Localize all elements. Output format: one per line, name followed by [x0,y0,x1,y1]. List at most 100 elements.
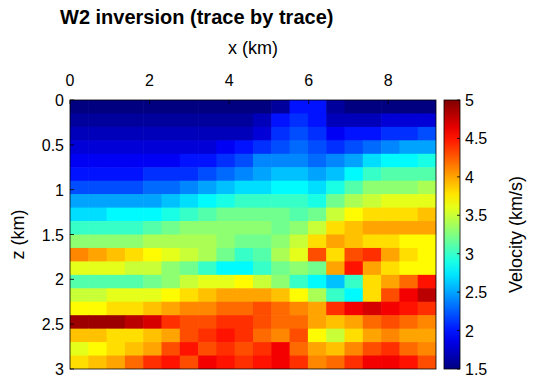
cell [216,288,235,302]
cell [290,356,309,369]
cell [345,288,364,302]
cell [70,194,89,208]
cell [363,329,382,343]
cell [381,154,400,168]
cell [180,248,199,262]
cell [345,329,364,343]
cell [253,167,272,181]
cell [308,315,327,329]
cell [162,127,181,141]
cell [363,342,382,356]
cell [125,208,144,222]
cell [418,167,436,181]
cell [143,329,162,343]
cell [162,288,181,302]
cell [198,342,217,356]
cell [107,221,126,235]
cell [290,261,309,275]
cell [125,356,144,369]
cell [363,302,382,316]
cell [143,140,162,154]
cell [70,127,89,141]
cell [345,235,364,249]
cell [418,275,436,289]
cell [70,248,89,262]
cell [162,154,181,168]
cell [70,275,89,289]
cell [107,248,126,262]
cell [399,100,418,114]
cell [290,275,309,289]
cell [326,302,345,316]
cell [290,127,309,141]
cell [290,288,309,302]
cell [143,261,162,275]
cell [308,167,327,181]
cell [418,181,436,195]
cell [399,181,418,195]
cell [326,356,345,369]
cell [345,154,364,168]
cell [180,140,199,154]
cell [216,248,235,262]
cell [216,275,235,289]
cell [308,221,327,235]
cell [326,140,345,154]
cell [271,221,290,235]
cell [308,275,327,289]
cell [290,329,309,343]
colorbar-tick [457,176,460,177]
cell [235,261,254,275]
cell [235,221,254,235]
cell [326,329,345,343]
cell [88,221,107,235]
cell [180,275,199,289]
cell [88,235,107,249]
cell [70,329,89,343]
cell [253,181,272,195]
cell [271,261,290,275]
y-tick [70,279,74,280]
cell [143,288,162,302]
cell [345,140,364,154]
cell [345,113,364,127]
cell [70,356,89,369]
cell [381,275,400,289]
cell [253,221,272,235]
cell [399,342,418,356]
cell [162,302,181,316]
cell [143,181,162,195]
cell [235,356,254,369]
cell [271,342,290,356]
cell [290,181,309,195]
cell [326,100,345,114]
cell [143,221,162,235]
cell [235,113,254,127]
cell [216,329,235,343]
x-tick [149,100,150,104]
cell [363,154,382,168]
cell [345,342,364,356]
cell [198,100,217,114]
cell [143,100,162,114]
cell [418,342,436,356]
cell [216,235,235,249]
cells [70,100,436,369]
cell [235,167,254,181]
cell [216,261,235,275]
cell [70,288,89,302]
cell [253,275,272,289]
cell [363,275,382,289]
colorbar-tick [457,253,460,254]
cell [363,167,382,181]
cell [308,181,327,195]
cell [326,127,345,141]
cell [180,194,199,208]
cell [162,194,181,208]
cell [216,208,235,222]
cell [253,356,272,369]
y-tick [70,144,74,145]
x-axis-title: x (km) [228,38,278,58]
cell [381,140,400,154]
cell [125,288,144,302]
